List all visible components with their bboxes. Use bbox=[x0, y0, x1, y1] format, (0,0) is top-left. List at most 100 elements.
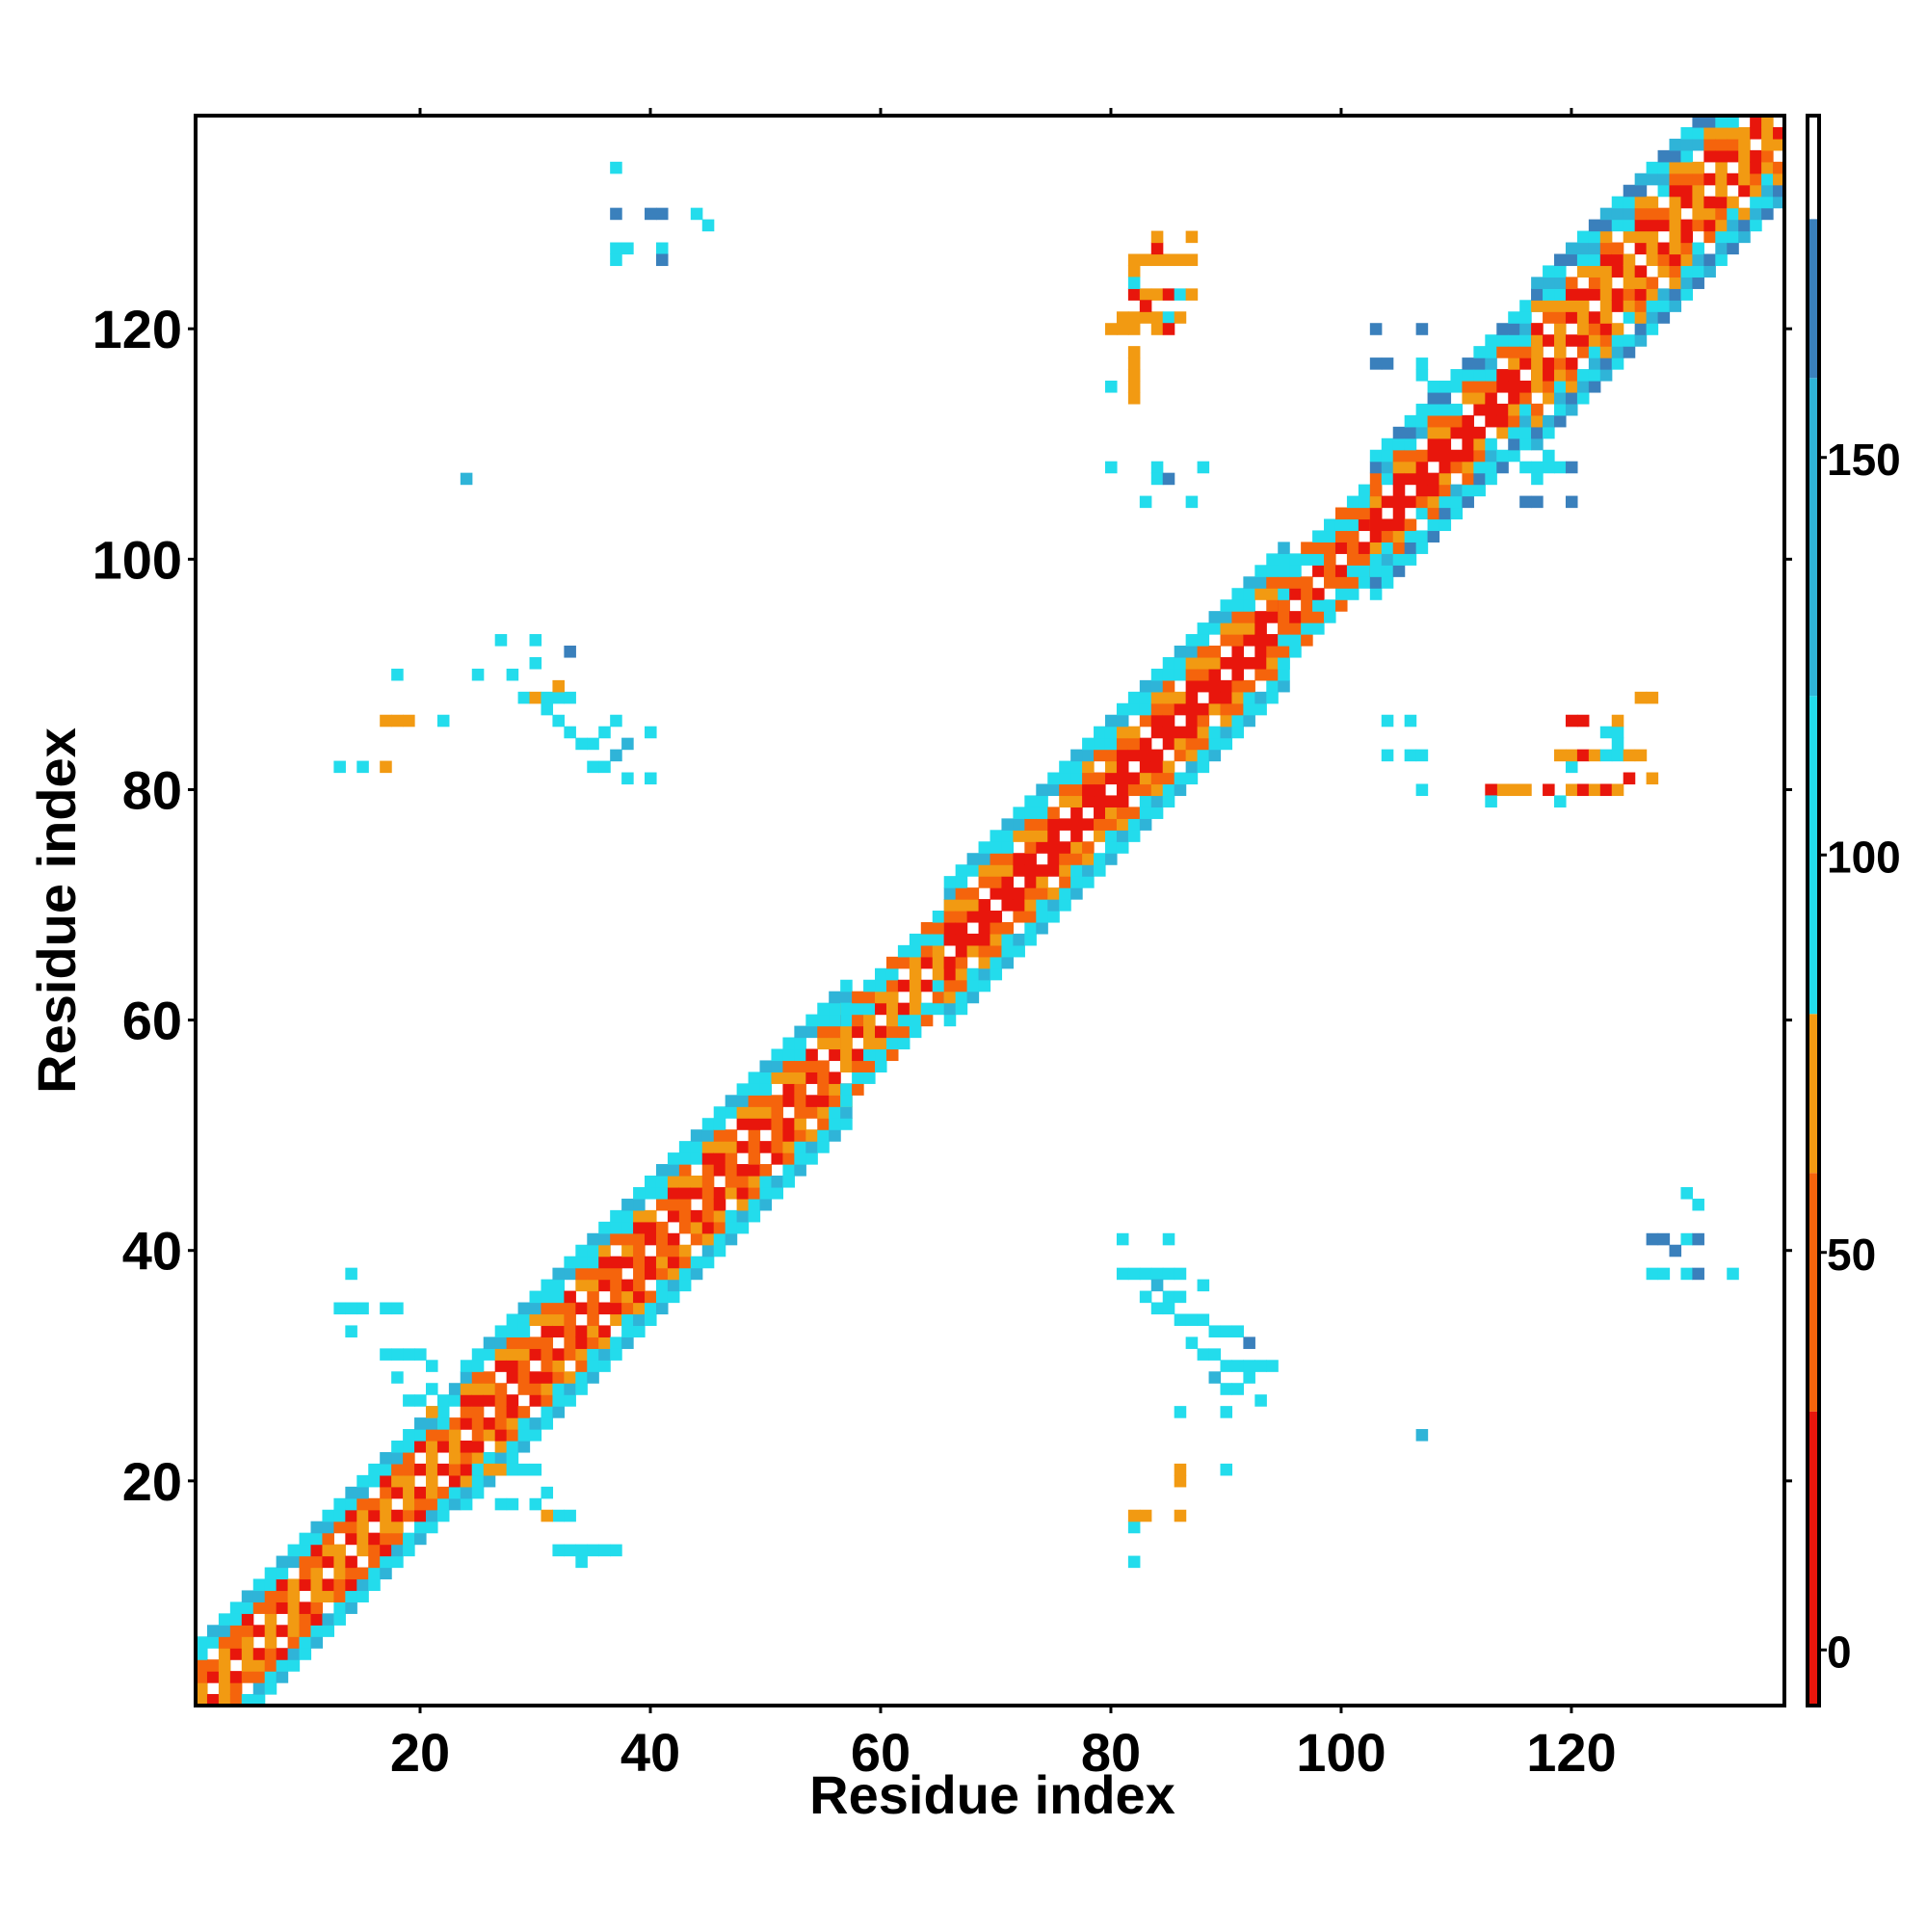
heatmap-cell bbox=[368, 1578, 381, 1592]
heatmap-cell bbox=[990, 864, 1003, 877]
heatmap-cell bbox=[1657, 288, 1671, 301]
heatmap-cell bbox=[932, 1002, 945, 1016]
heatmap-cell bbox=[1127, 691, 1141, 704]
heatmap-cell bbox=[771, 1048, 784, 1062]
heatmap-cell bbox=[1127, 749, 1141, 762]
heatmap-cell bbox=[1185, 656, 1199, 670]
heatmap-cell bbox=[252, 1625, 266, 1637]
heatmap-cell bbox=[471, 1429, 485, 1442]
heatmap-cell bbox=[875, 1048, 887, 1062]
heatmap-cell bbox=[1324, 576, 1336, 589]
heatmap-cell bbox=[978, 967, 991, 981]
heatmap-cell bbox=[322, 1509, 334, 1522]
heatmap-cell bbox=[1623, 265, 1636, 278]
heatmap-cell bbox=[1508, 346, 1520, 358]
heatmap-cell bbox=[817, 1037, 830, 1050]
heatmap-cell bbox=[264, 1613, 277, 1626]
heatmap-cell bbox=[633, 1325, 646, 1337]
heatmap-cell bbox=[1094, 737, 1106, 751]
heatmap-cell bbox=[1576, 783, 1590, 797]
heatmap-cell bbox=[748, 1129, 761, 1142]
heatmap-cell bbox=[552, 1267, 565, 1281]
heatmap-cell bbox=[299, 1544, 312, 1557]
heatmap-cell bbox=[241, 1636, 254, 1649]
heatmap-cell bbox=[403, 1544, 415, 1557]
heatmap-cell bbox=[621, 1279, 634, 1292]
heatmap-cell bbox=[1669, 184, 1682, 198]
heatmap-cell bbox=[678, 1164, 692, 1177]
heatmap-cell bbox=[920, 921, 934, 935]
heatmap-cell bbox=[1439, 507, 1452, 520]
heatmap-cell bbox=[1623, 311, 1636, 324]
heatmap-cell bbox=[276, 1567, 289, 1580]
heatmap-cell bbox=[206, 1625, 220, 1637]
heatmap-cell bbox=[1289, 622, 1302, 635]
heatmap-cell bbox=[1485, 472, 1497, 486]
heatmap-cell bbox=[1278, 646, 1290, 658]
heatmap-cell bbox=[368, 1532, 381, 1546]
heatmap-cell bbox=[1450, 403, 1464, 416]
heatmap-cell bbox=[966, 933, 980, 946]
heatmap-cell bbox=[1727, 126, 1739, 140]
heatmap-cell bbox=[1036, 887, 1048, 900]
heatmap-cell bbox=[1162, 702, 1175, 716]
heatmap-cell bbox=[1657, 172, 1671, 186]
heatmap-cell bbox=[1162, 679, 1175, 693]
heatmap-cell bbox=[966, 864, 980, 877]
heatmap-cell bbox=[829, 1048, 841, 1062]
heatmap-cell bbox=[460, 1441, 473, 1453]
heatmap-cell bbox=[1220, 1406, 1233, 1418]
heatmap-cell bbox=[448, 1441, 462, 1453]
heatmap-cell bbox=[1565, 242, 1578, 255]
heatmap-cell bbox=[1554, 403, 1567, 416]
heatmap-cell bbox=[955, 921, 968, 935]
heatmap-cell bbox=[852, 1048, 864, 1062]
heatmap-cell bbox=[1680, 219, 1694, 232]
heatmap-cell bbox=[380, 1463, 392, 1476]
heatmap-cell bbox=[436, 714, 450, 728]
heatmap-cell bbox=[1150, 1279, 1164, 1292]
heatmap-cell bbox=[1047, 772, 1060, 785]
heatmap-cell bbox=[1289, 611, 1302, 623]
heatmap-cell bbox=[1531, 381, 1544, 393]
heatmap-cell bbox=[932, 991, 945, 1004]
heatmap-cell bbox=[678, 1209, 692, 1223]
heatmap-cell bbox=[1404, 461, 1417, 474]
heatmap-cell bbox=[1174, 1406, 1187, 1418]
heatmap-cell bbox=[955, 864, 968, 877]
heatmap-cell bbox=[1059, 841, 1071, 854]
heatmap-cell bbox=[701, 1152, 715, 1165]
heatmap-cell bbox=[1278, 679, 1290, 693]
heatmap-cell bbox=[287, 1578, 301, 1592]
heatmap-cell bbox=[529, 1463, 542, 1476]
heatmap-cell bbox=[1127, 381, 1141, 393]
heatmap-cell bbox=[1266, 656, 1279, 670]
heatmap-cell bbox=[1220, 737, 1233, 751]
heatmap-cell bbox=[1185, 230, 1199, 244]
heatmap-cell bbox=[1554, 300, 1567, 312]
heatmap-cell bbox=[1358, 484, 1371, 497]
heatmap-cell bbox=[885, 1025, 899, 1039]
heatmap-cell bbox=[1174, 1290, 1187, 1304]
heatmap-cell bbox=[633, 1313, 646, 1327]
heatmap-cell bbox=[264, 1567, 277, 1580]
heatmap-cell bbox=[713, 1232, 726, 1246]
heatmap-cell bbox=[863, 1048, 876, 1062]
heatmap-cell bbox=[1139, 807, 1152, 819]
heatmap-cell bbox=[645, 1256, 657, 1269]
heatmap-cell bbox=[1576, 381, 1590, 393]
heatmap-cell bbox=[1554, 414, 1567, 428]
heatmap-cell bbox=[1554, 334, 1567, 347]
heatmap-cell bbox=[1508, 783, 1520, 797]
heatmap-cell bbox=[575, 1337, 588, 1349]
heatmap-cell bbox=[943, 887, 957, 900]
heatmap-cell bbox=[1415, 542, 1429, 554]
heatmap-cell bbox=[425, 1360, 438, 1372]
colorbar-frame bbox=[1806, 114, 1821, 1707]
heatmap-cell bbox=[932, 956, 945, 969]
heatmap-cell bbox=[229, 1694, 243, 1707]
heatmap-cell bbox=[1127, 737, 1141, 751]
heatmap-cell bbox=[817, 1095, 830, 1107]
heatmap-cell bbox=[1519, 461, 1532, 474]
heatmap-cell bbox=[436, 1394, 450, 1407]
